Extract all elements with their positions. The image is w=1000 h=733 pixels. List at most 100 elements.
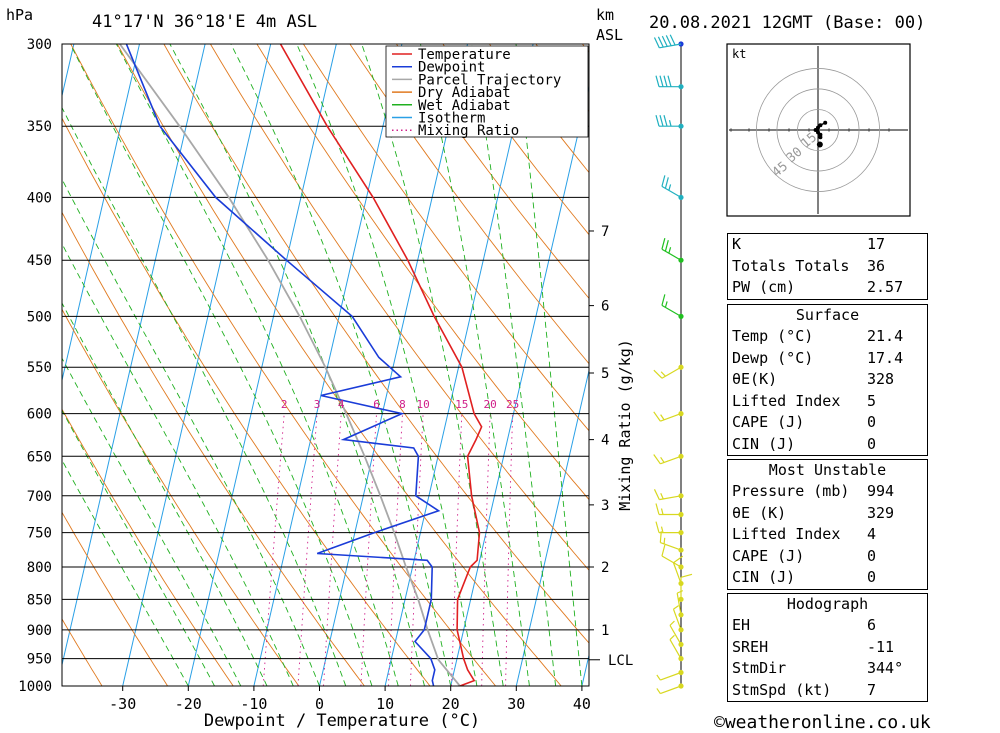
wind-barb [653,411,684,422]
wind-barb [653,34,684,49]
wet-adiabat-line [69,44,373,686]
wet-adiabat-line [116,44,399,686]
isotherm-line [187,44,337,686]
wind-barb [656,669,684,681]
pressure-tick-label: 1000 [18,679,52,695]
most-unstable-row: CAPE (J) 0 [732,546,877,565]
km-tick-label: 1 [601,623,609,639]
most-unstable-table: Most Unstable Pressure (mb) 994 θE (K) 329… [727,459,928,590]
mixing-ratio-label: 3 [314,398,321,411]
legend-label: Dewpoint [418,60,485,76]
pressure-unit-label: hPa [6,6,33,24]
hodograph-point [818,135,823,140]
datetime-title: 20.08.2021 12GMT (Base: 00) [649,13,925,33]
pressure-tick-label: 700 [27,489,52,505]
wind-barb [655,503,684,518]
most-unstable-row: Lifted Index 4 [732,525,877,543]
legend-label: Temperature [418,47,511,63]
pressure-tick-label: 800 [27,560,52,576]
wet-adiabat-line [62,242,294,686]
mixing-ratio-line [505,413,514,686]
wet-adiabat-line [230,44,452,686]
dry-adiabat-line [303,44,589,432]
pressure-tick-label: 650 [27,449,52,465]
wet-adiabat-line [515,44,583,686]
isotherm-line [515,368,589,686]
pressure-tick-label: 850 [27,592,52,608]
wind-barb [672,605,684,633]
pressure-tick-label: 900 [27,623,52,639]
legend-label: Dry Adiabat [418,85,511,101]
x-tick-label: -10 [240,695,267,713]
most-unstable-row: CIN (J) 0 [732,568,877,586]
dewpoint-profile [125,44,441,686]
legend-box [385,45,589,138]
x-tick-label: 10 [376,695,394,713]
km-tick-label: 5 [601,366,609,382]
x-tick-label: -30 [109,695,136,713]
isobar-lines [62,43,589,687]
wind-barb [653,489,684,501]
hodograph-stats-row: EH 6 [732,616,877,634]
wind-barb [661,238,684,263]
wind-barb [653,364,684,379]
km-tick-label: 7 [601,224,609,240]
dry-adiabat-line [116,44,562,686]
pressure-tick-label: 600 [27,407,52,423]
legend-label: Isotherm [418,111,485,127]
hodograph-stats-title: Hodograph [786,595,869,613]
isotherm-line [253,44,403,686]
index-row: K 17 [732,235,886,253]
mixing-ratio-label: 4 [338,398,345,411]
storm-motion-marker [816,141,823,148]
pressure-tick-label: 550 [27,360,52,376]
mixing-ratio-label: 10 [416,398,429,411]
isotherm-line [122,44,272,686]
parcel-trajectory [119,44,461,686]
mixing-ratio-label: 20 [484,398,497,411]
km-tick-label: 6 [601,299,609,315]
km-tick-label: 2 [601,560,609,576]
legend-label: Wet Adiabat [418,98,511,114]
km-tick-label: 4 [601,433,609,449]
pressure-tick-label: 750 [27,526,52,542]
dry-adiabat-line [442,44,589,236]
isotherm-line [62,44,206,667]
wet-adiabat-line [62,106,347,686]
legend-label: Parcel Trajectory [418,72,561,88]
plot-frame [61,43,590,687]
x-tick-label: 0 [315,695,324,713]
surface-row: Dewp (°C) 17.4 [732,348,904,367]
wind-barb [669,634,684,662]
wind-barb [661,175,684,201]
asl-label: ASL [596,26,623,44]
wind-barb [655,75,684,90]
mixing-ratio-label: 15 [455,398,468,411]
wind-barb [653,453,684,465]
dry-adiabat-line [62,511,168,686]
legend-label: Mixing Ratio [418,123,519,139]
hodograph-point [818,123,823,128]
wind-barb [678,573,693,602]
surface-row: CAPE (J) 0 [732,413,877,431]
temperature-profile [279,44,483,686]
hodograph-ring [776,88,860,172]
pressure-tick-label: 500 [27,309,52,325]
isotherm-line [384,44,534,686]
sounding-profiles [119,44,483,686]
wet-adiabat-line [62,302,268,686]
dry-adiabat-line [349,44,589,365]
x-tick-label: 40 [573,695,591,713]
mixing-ratio-label: 8 [399,398,406,411]
mixing-ratio-line [481,413,491,686]
wind-barb [656,683,684,695]
mixing-ratio-labels: 2 3 4 6 8 10 15 20 25 [281,398,519,411]
lcl-label: LCL [608,653,633,669]
wind-barb [655,115,684,129]
most-unstable-row: θE (K) 329 [732,503,895,522]
isotherm-line [450,83,589,686]
wind-barb [661,294,684,319]
